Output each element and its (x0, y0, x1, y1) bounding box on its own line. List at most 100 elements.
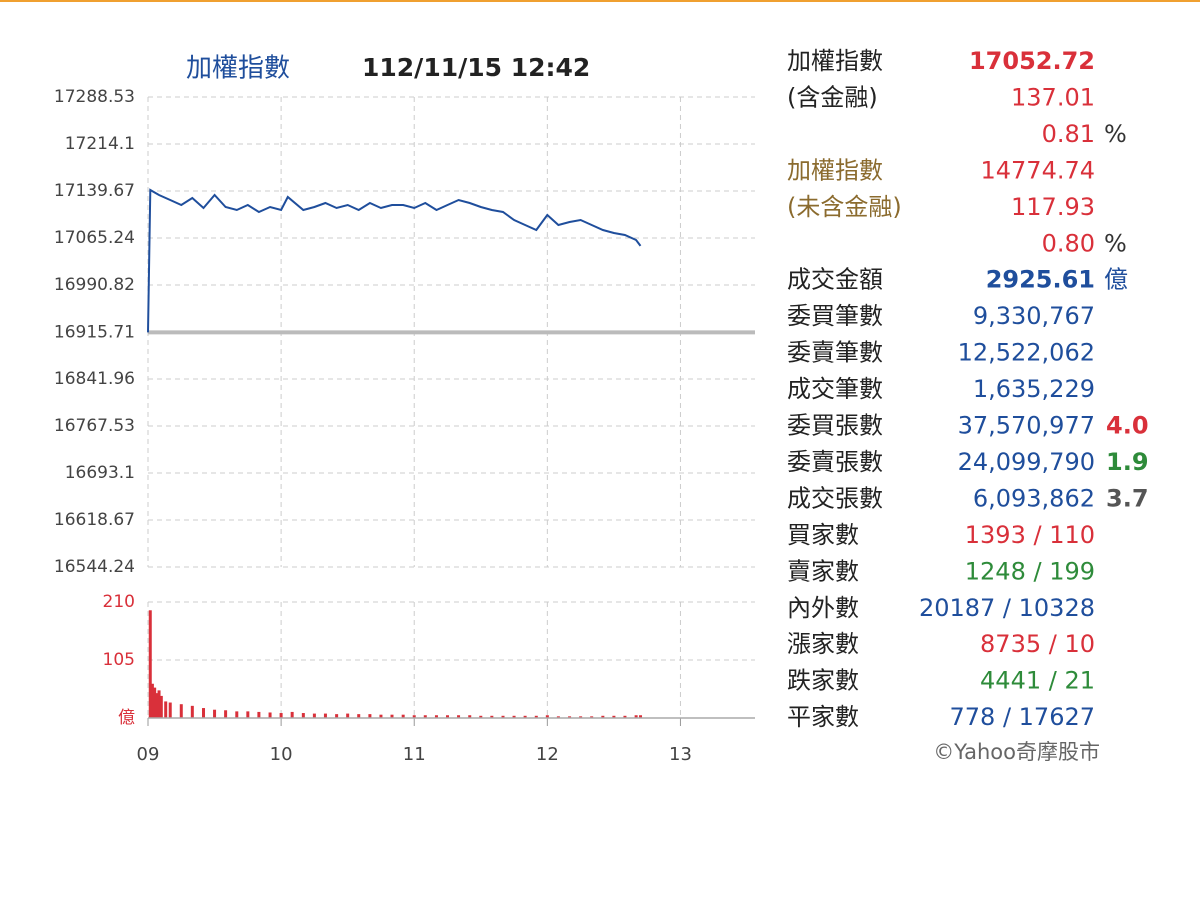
y-tick-label: 16618.67 (54, 510, 135, 530)
stat-label: 委賣筆數 (787, 339, 883, 367)
volume-bar (150, 683, 154, 718)
volume-bar (159, 695, 163, 718)
volume-bar (568, 716, 572, 718)
volume-bar (412, 715, 416, 718)
volume-bar (579, 716, 583, 718)
volume-bar (155, 693, 159, 718)
stat-label: 跌家數 (787, 667, 859, 695)
volume-bar (164, 701, 168, 718)
volume-bar (235, 711, 239, 718)
volume-bar (623, 715, 627, 718)
volume-bar (190, 705, 194, 718)
volume-bar (468, 715, 472, 718)
volume-bar (634, 715, 638, 718)
volume-bar (346, 713, 350, 718)
stat-label: 成交張數 (787, 484, 883, 512)
stat-ratio: 4.0 (1106, 412, 1149, 440)
stat-value: 0.81 (1042, 120, 1095, 148)
stat-label: 賣家數 (787, 557, 859, 585)
top-border (0, 0, 1200, 2)
stat-ratio: 1.9 (1106, 448, 1149, 476)
stat-label: 成交金額 (787, 266, 883, 294)
volume-bar (512, 715, 516, 718)
volume-bar (479, 715, 483, 718)
volume-bar (157, 690, 161, 718)
stat-value: 2925.61 (986, 266, 1095, 294)
stat-value: 137.01 (1011, 83, 1095, 111)
price-line (147, 188, 642, 333)
y-tick-label: 16767.53 (54, 416, 135, 436)
stat-value: 6,093,862 (973, 484, 1095, 512)
volume-bar (202, 708, 206, 718)
stat-unit: % (1104, 120, 1127, 148)
y-tick-label: 210 (103, 592, 135, 612)
stat-value: 0.80 (1042, 229, 1095, 257)
volume-bar (545, 715, 549, 718)
volume-bar (639, 715, 643, 718)
stat-value: 12,522,062 (958, 339, 1095, 367)
volume-bar (301, 713, 305, 718)
x-tick-label: 10 (270, 744, 293, 765)
volume-bar (168, 702, 172, 718)
y-tick-label: 17139.67 (54, 181, 135, 201)
stat-label: 漲家數 (787, 630, 859, 658)
volume-bar (434, 715, 438, 718)
stat-label: 委買張數 (787, 412, 883, 440)
x-tick-label: 09 (137, 744, 160, 765)
volume-bar (312, 713, 316, 718)
stat-value: 8735 / 10 (980, 630, 1095, 658)
stat-value: 1,635,229 (973, 375, 1095, 403)
stat-label: 委買筆數 (787, 302, 883, 330)
volume-bar (268, 712, 272, 718)
y-tick-label: 17214.1 (65, 134, 135, 154)
stat-label: 買家數 (787, 521, 859, 549)
stat-value: 20187 / 10328 (919, 594, 1095, 622)
volume-bar (379, 714, 383, 718)
stat-unit: % (1104, 229, 1127, 257)
x-tick-label: 11 (403, 744, 426, 765)
y-tick-label: 17288.53 (54, 87, 135, 107)
volume-bar (534, 715, 538, 718)
stat-value: 37,570,977 (958, 412, 1095, 440)
y-tick-label: 億 (118, 708, 135, 728)
stat-ratio: 3.7 (1106, 484, 1149, 512)
volume-bar (357, 714, 361, 718)
volume-bar (179, 704, 183, 718)
volume-bar (390, 714, 394, 718)
stat-value: 14774.74 (980, 156, 1095, 184)
stat-value: 1248 / 199 (965, 557, 1095, 585)
y-tick-label: 17065.24 (54, 228, 135, 248)
volume-bar (401, 714, 405, 718)
y-tick-label: 16841.96 (54, 369, 135, 389)
stat-label: 內外數 (787, 594, 859, 622)
stat-value: 117.93 (1011, 193, 1095, 221)
volume-bar (323, 713, 327, 718)
stat-label: 委賣張數 (787, 448, 883, 476)
volume-bar (457, 715, 461, 718)
volume-bar (612, 715, 616, 718)
stat-value: 17052.72 (969, 47, 1095, 75)
stat-label: 加權指數 (787, 156, 883, 184)
volume-bar (490, 715, 494, 718)
stat-unit: 億 (1104, 266, 1128, 294)
y-tick-label: 105 (103, 650, 135, 670)
stat-label: (含金融) (787, 83, 878, 111)
stat-label: (未含金融) (787, 193, 902, 221)
chart-title: 加權指數 (186, 54, 290, 84)
volume-bar (257, 711, 261, 718)
y-tick-label: 16693.1 (65, 463, 135, 483)
volume-bar (523, 715, 527, 718)
volume-bar (423, 715, 427, 718)
volume-bar (153, 687, 157, 718)
volume-bar (279, 713, 283, 718)
volume-bar (556, 716, 560, 718)
volume-bar (246, 711, 250, 718)
x-tick-label: 13 (669, 744, 692, 765)
stat-value: 9,330,767 (973, 302, 1095, 330)
volume-bar (335, 714, 339, 718)
y-tick-label: 16990.82 (54, 275, 135, 295)
stat-label: 成交筆數 (787, 375, 883, 403)
volume-bar (446, 715, 450, 718)
